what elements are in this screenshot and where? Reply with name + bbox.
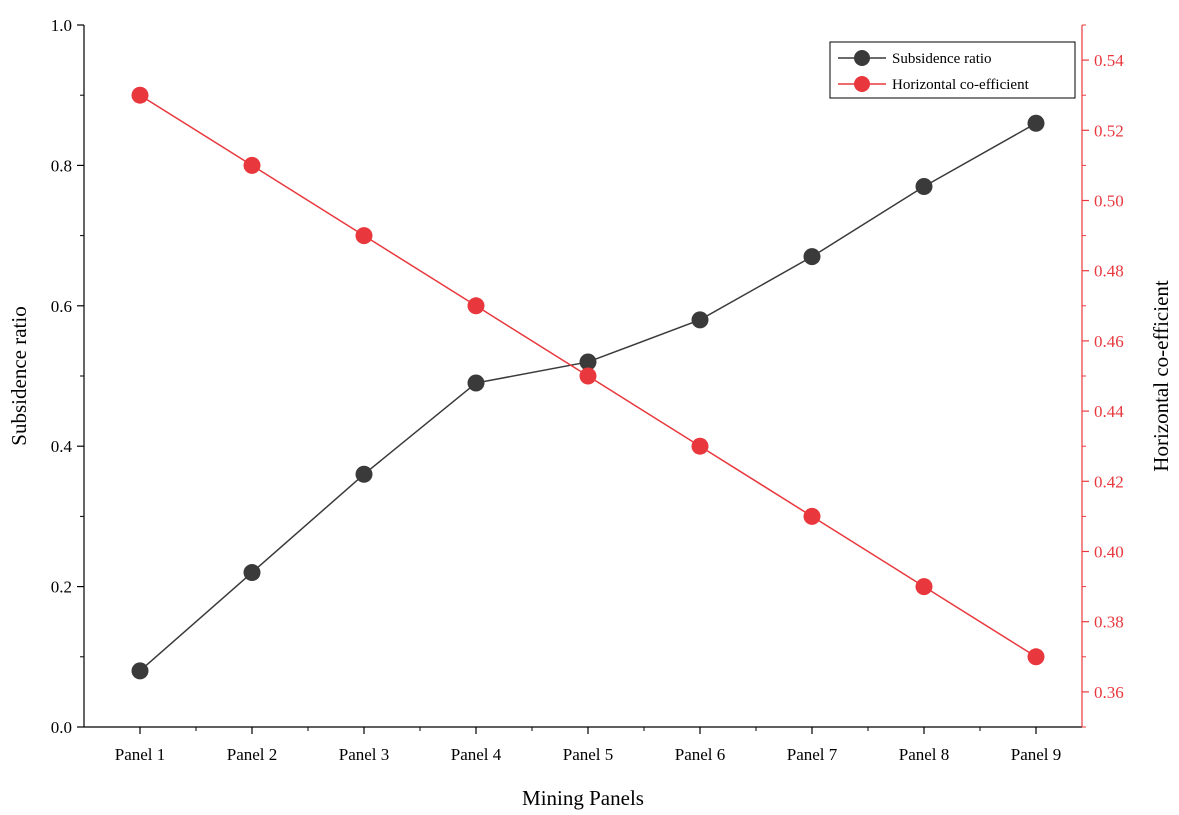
data-point-subsidence	[467, 374, 485, 392]
data-point-horizontal	[355, 227, 373, 245]
right-tick-label: 0.40	[1094, 543, 1124, 562]
y-axis-title: Subsidence ratio	[7, 306, 31, 445]
left-tick-label: 1.0	[51, 16, 72, 35]
x-tick-label: Panel 5	[563, 745, 614, 764]
left-tick-label: 0.8	[51, 156, 72, 175]
x-tick-label: Panel 6	[675, 745, 726, 764]
legend-box	[829, 41, 1076, 99]
data-point-subsidence	[579, 353, 597, 371]
data-point-horizontal	[915, 578, 933, 596]
x-tick-label: Panel 8	[899, 745, 950, 764]
left-tick-label: 0.4	[51, 437, 73, 456]
left-tick-label: 0.2	[51, 578, 72, 597]
data-point-horizontal	[131, 86, 149, 104]
data-point-subsidence	[803, 248, 821, 266]
x-tick-label: Panel 9	[1011, 745, 1062, 764]
legend-label-horizontal: Horizontal co-efficient	[892, 77, 1030, 93]
data-point-horizontal	[579, 367, 597, 385]
left-tick-label: 0.6	[51, 297, 72, 316]
data-point-subsidence	[915, 177, 933, 195]
right-tick-label: 0.42	[1094, 472, 1124, 491]
data-point-horizontal	[691, 437, 709, 455]
right-tick-label: 0.46	[1094, 332, 1124, 351]
data-point-horizontal	[467, 297, 485, 315]
data-point-subsidence	[691, 311, 709, 329]
series-layer	[131, 86, 1045, 680]
y2-axis-title: Horizontal co-efficient	[1149, 280, 1173, 472]
x-axis-title: Mining Panels	[522, 786, 644, 810]
right-tick-label: 0.48	[1094, 262, 1124, 281]
data-point-subsidence	[243, 564, 261, 582]
data-point-subsidence	[1027, 114, 1045, 132]
x-tick-label: Panel 7	[787, 745, 838, 764]
data-point-horizontal	[1027, 648, 1045, 666]
x-tick-label: Panel 4	[451, 745, 502, 764]
legend-marker-subsidence	[854, 50, 870, 66]
right-tick-label: 0.54	[1094, 51, 1124, 70]
x-tick-label: Panel 2	[227, 745, 278, 764]
x-tick-label: Panel 1	[115, 745, 166, 764]
series-line-subsidence	[139, 122, 1037, 672]
left-tick-label: 0.0	[51, 718, 72, 737]
right-tick-label: 0.44	[1094, 402, 1124, 421]
right-tick-label: 0.36	[1094, 683, 1124, 702]
data-point-horizontal	[243, 156, 261, 174]
x-tick-label: Panel 3	[339, 745, 390, 764]
data-point-subsidence	[131, 662, 149, 680]
legend: Subsidence ratio Horizontal co-efficient	[829, 41, 1076, 99]
axes: 0.0 0.2 0.4 0.6 0.8 1.0 0.36 0.38 0.40 0.42 0.44 0.…	[7, 16, 1173, 810]
right-tick-label: 0.50	[1094, 192, 1124, 211]
legend-label-subsidence: Subsidence ratio	[892, 51, 992, 67]
right-tick-label: 0.38	[1094, 613, 1124, 632]
legend-marker-horizontal	[854, 76, 870, 92]
data-point-subsidence	[355, 465, 373, 483]
data-point-horizontal	[803, 507, 821, 525]
right-tick-label: 0.52	[1094, 121, 1124, 140]
